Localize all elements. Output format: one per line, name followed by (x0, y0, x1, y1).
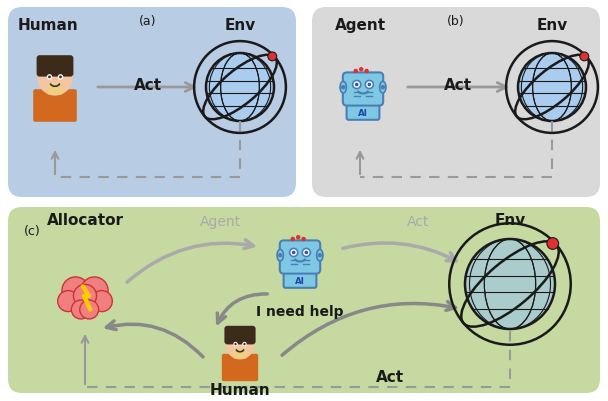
Circle shape (62, 277, 89, 304)
Ellipse shape (277, 250, 283, 261)
Text: (a): (a) (139, 15, 157, 28)
Circle shape (278, 253, 283, 258)
FancyBboxPatch shape (283, 271, 316, 288)
FancyBboxPatch shape (8, 8, 296, 198)
Text: Act: Act (407, 215, 429, 229)
Circle shape (91, 291, 112, 312)
Text: (b): (b) (447, 15, 465, 28)
Circle shape (317, 253, 322, 258)
FancyBboxPatch shape (33, 90, 77, 122)
Circle shape (353, 70, 358, 74)
FancyBboxPatch shape (280, 241, 320, 274)
Circle shape (341, 86, 345, 90)
Text: Agent: Agent (199, 215, 241, 229)
Circle shape (355, 83, 359, 87)
Circle shape (359, 68, 364, 72)
Circle shape (81, 277, 108, 304)
FancyBboxPatch shape (222, 354, 258, 381)
Circle shape (364, 70, 369, 74)
FancyBboxPatch shape (47, 84, 63, 95)
Circle shape (296, 235, 300, 240)
Text: Env: Env (536, 18, 568, 33)
Text: Agent: Agent (334, 18, 385, 33)
Text: I need help: I need help (256, 304, 344, 318)
Text: AI: AI (358, 109, 368, 117)
Circle shape (58, 291, 78, 312)
FancyBboxPatch shape (233, 350, 246, 359)
Circle shape (233, 342, 238, 346)
Circle shape (365, 81, 373, 89)
Text: Allocator: Allocator (46, 213, 123, 227)
FancyBboxPatch shape (312, 8, 600, 198)
Circle shape (547, 238, 559, 250)
FancyBboxPatch shape (224, 326, 255, 344)
Circle shape (38, 61, 72, 96)
Circle shape (381, 86, 385, 90)
Circle shape (518, 54, 586, 122)
FancyBboxPatch shape (343, 73, 383, 106)
Text: Act: Act (134, 78, 162, 93)
Circle shape (302, 237, 306, 242)
Ellipse shape (379, 82, 386, 94)
Circle shape (289, 249, 298, 257)
Text: AI: AI (295, 276, 305, 285)
Ellipse shape (317, 250, 323, 261)
Text: Act: Act (376, 369, 404, 384)
Text: Env: Env (224, 18, 255, 33)
Text: (c): (c) (24, 225, 40, 237)
Circle shape (242, 342, 247, 346)
FancyBboxPatch shape (8, 207, 600, 393)
Circle shape (59, 76, 62, 79)
Circle shape (47, 75, 52, 81)
Text: Act: Act (444, 78, 472, 93)
Circle shape (465, 239, 555, 329)
Circle shape (305, 251, 308, 255)
Circle shape (243, 343, 246, 345)
Circle shape (48, 76, 51, 79)
Text: Human: Human (18, 18, 78, 33)
Circle shape (268, 53, 277, 62)
Text: Env: Env (494, 213, 526, 227)
Circle shape (74, 285, 97, 308)
Ellipse shape (340, 82, 347, 94)
Circle shape (580, 53, 589, 62)
Circle shape (367, 83, 371, 87)
Circle shape (291, 237, 295, 242)
Circle shape (292, 251, 295, 255)
Circle shape (302, 249, 310, 257)
Circle shape (71, 300, 90, 319)
FancyBboxPatch shape (347, 104, 379, 120)
Circle shape (206, 54, 274, 122)
Text: Human: Human (210, 382, 271, 397)
Circle shape (58, 75, 63, 81)
Circle shape (353, 81, 361, 89)
Circle shape (234, 343, 237, 345)
Circle shape (226, 331, 254, 360)
Circle shape (80, 300, 98, 319)
FancyBboxPatch shape (36, 56, 74, 77)
